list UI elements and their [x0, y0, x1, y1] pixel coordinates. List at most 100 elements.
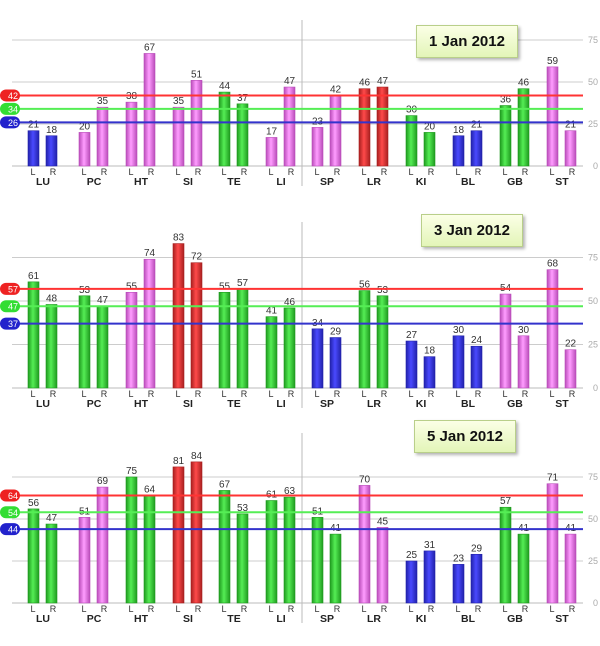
- category-label: KI: [416, 398, 427, 410]
- category-label: LI: [276, 176, 285, 188]
- data-label: 72: [191, 252, 203, 263]
- sub-label: R: [148, 604, 155, 614]
- bar: [329, 337, 342, 389]
- bar: [265, 316, 278, 389]
- sub-label: L: [81, 604, 86, 614]
- blue-threshold-value: 26: [8, 118, 18, 128]
- sub-label: R: [334, 389, 341, 399]
- sub-label: R: [381, 389, 388, 399]
- sub-label: R: [101, 389, 108, 399]
- data-label: 41: [266, 306, 278, 317]
- sub-label: L: [408, 389, 413, 399]
- sub-label: R: [569, 604, 576, 614]
- sub-label: L: [455, 389, 460, 399]
- data-label: 67: [219, 479, 231, 490]
- data-label: 20: [79, 121, 91, 132]
- sub-label: L: [549, 389, 554, 399]
- bar: [45, 523, 58, 604]
- data-label: 81: [173, 456, 185, 467]
- bar: [218, 91, 231, 167]
- category-label: TE: [227, 398, 240, 410]
- data-label: 69: [97, 476, 109, 487]
- sub-label: L: [175, 389, 180, 399]
- data-label: 30: [406, 105, 418, 116]
- data-label: 21: [28, 120, 40, 131]
- category-label: LR: [367, 613, 381, 625]
- sub-label: R: [288, 604, 295, 614]
- category-label: BL: [461, 613, 476, 625]
- bar: [405, 560, 418, 604]
- y-tick-label: 0: [593, 383, 598, 393]
- data-label: 27: [406, 330, 418, 341]
- data-label: 63: [284, 486, 296, 497]
- sub-label: L: [502, 167, 507, 177]
- sub-label: R: [148, 167, 155, 177]
- data-label: 18: [453, 125, 465, 136]
- data-label: 29: [471, 543, 483, 554]
- sub-label: R: [195, 167, 202, 177]
- sub-label: R: [241, 167, 248, 177]
- sub-label: R: [522, 604, 529, 614]
- bar: [172, 466, 185, 604]
- data-label: 21: [471, 120, 483, 131]
- bar: [125, 291, 138, 389]
- bar: [499, 293, 512, 389]
- bar: [329, 533, 342, 604]
- sub-label: L: [221, 167, 226, 177]
- bar: [96, 106, 109, 167]
- sub-label: L: [175, 604, 180, 614]
- bar: [470, 345, 483, 389]
- bar: [311, 127, 324, 167]
- sub-label: L: [455, 604, 460, 614]
- bar: [564, 533, 577, 604]
- sub-label: L: [30, 167, 35, 177]
- red-threshold-badge: [0, 489, 20, 502]
- category-label: KI: [416, 176, 427, 188]
- red-threshold-value: 64: [8, 491, 18, 501]
- category-label: TE: [227, 176, 240, 188]
- category-label: SI: [183, 613, 193, 625]
- bar: [546, 66, 559, 167]
- chart-title-2: 3 Jan 2012: [421, 214, 523, 247]
- sub-label: R: [522, 389, 529, 399]
- sub-label: R: [288, 389, 295, 399]
- sub-label: L: [221, 389, 226, 399]
- sub-label: L: [128, 604, 133, 614]
- sub-label: R: [50, 604, 57, 614]
- bar: [96, 486, 109, 604]
- bar: [517, 533, 530, 604]
- sub-label: L: [361, 167, 366, 177]
- category-label: LR: [367, 398, 381, 410]
- category-label: SP: [320, 398, 334, 410]
- category-label: GB: [507, 398, 523, 410]
- sub-label: R: [428, 167, 435, 177]
- sub-label: R: [428, 389, 435, 399]
- bar: [358, 88, 371, 167]
- sub-label: R: [569, 389, 576, 399]
- sub-label: L: [502, 389, 507, 399]
- sub-label: L: [502, 604, 507, 614]
- sub-label: L: [268, 389, 273, 399]
- bar: [45, 304, 58, 389]
- bar: [452, 335, 465, 389]
- data-label: 53: [377, 285, 389, 296]
- bar: [358, 485, 371, 604]
- sub-label: R: [334, 167, 341, 177]
- sub-label: L: [549, 167, 554, 177]
- sub-label: L: [81, 389, 86, 399]
- data-label: 46: [518, 78, 530, 89]
- category-label: PC: [87, 613, 102, 625]
- category-label: LU: [36, 176, 50, 188]
- bar: [405, 340, 418, 389]
- red-threshold-value: 42: [8, 91, 18, 101]
- data-label: 71: [547, 473, 559, 484]
- data-label: 29: [330, 327, 342, 338]
- blue-threshold-value: 44: [8, 525, 18, 535]
- data-label: 55: [126, 281, 138, 292]
- bar: [218, 291, 231, 389]
- data-label: 30: [518, 325, 530, 336]
- bar: [96, 305, 109, 389]
- bar: [190, 461, 203, 604]
- sub-label: L: [81, 167, 86, 177]
